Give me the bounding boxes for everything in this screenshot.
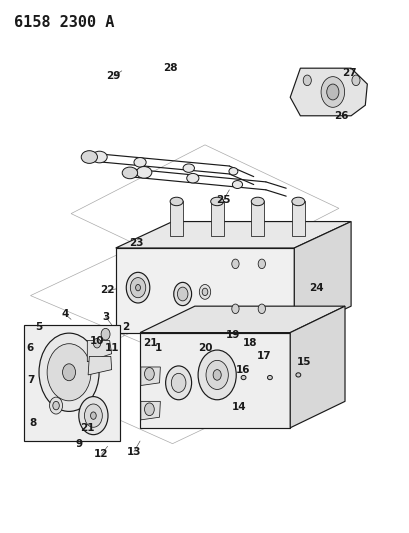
Ellipse shape: [130, 278, 145, 298]
Circle shape: [351, 75, 359, 86]
Text: 16: 16: [236, 365, 250, 375]
Text: 17: 17: [256, 351, 270, 361]
Circle shape: [303, 75, 310, 86]
Ellipse shape: [84, 404, 102, 427]
Polygon shape: [25, 325, 119, 441]
Ellipse shape: [205, 360, 228, 390]
Ellipse shape: [171, 373, 185, 392]
FancyBboxPatch shape: [291, 201, 304, 236]
Ellipse shape: [199, 285, 210, 300]
Text: 11: 11: [104, 343, 119, 353]
Polygon shape: [294, 222, 350, 333]
Text: 24: 24: [308, 282, 323, 293]
Ellipse shape: [92, 151, 107, 163]
Text: 20: 20: [197, 343, 212, 353]
Text: 2: 2: [122, 322, 129, 332]
Text: 6158 2300 A: 6158 2300 A: [14, 15, 115, 30]
Ellipse shape: [177, 287, 187, 301]
Ellipse shape: [228, 167, 237, 175]
Text: 3: 3: [102, 312, 109, 322]
Text: 22: 22: [100, 285, 115, 295]
Text: 5: 5: [35, 322, 42, 332]
Ellipse shape: [326, 84, 338, 100]
Text: 6: 6: [27, 343, 34, 353]
Text: 13: 13: [126, 447, 141, 457]
Ellipse shape: [53, 401, 59, 410]
Ellipse shape: [136, 166, 151, 178]
Text: 21: 21: [143, 338, 157, 348]
Circle shape: [231, 259, 238, 269]
Text: 18: 18: [242, 338, 256, 348]
Ellipse shape: [198, 350, 236, 400]
Text: 14: 14: [231, 402, 246, 411]
Text: 26: 26: [333, 111, 347, 121]
Ellipse shape: [295, 373, 300, 377]
Ellipse shape: [202, 288, 207, 296]
Ellipse shape: [291, 197, 304, 206]
Text: 15: 15: [297, 357, 311, 367]
Polygon shape: [115, 248, 294, 333]
Ellipse shape: [165, 366, 191, 400]
Ellipse shape: [63, 364, 75, 381]
Circle shape: [144, 403, 154, 416]
Ellipse shape: [173, 282, 191, 305]
Ellipse shape: [240, 375, 245, 379]
Polygon shape: [140, 306, 344, 333]
Ellipse shape: [186, 173, 198, 183]
FancyBboxPatch shape: [210, 201, 223, 236]
Ellipse shape: [126, 272, 149, 303]
Ellipse shape: [47, 344, 91, 401]
Polygon shape: [290, 306, 344, 428]
FancyBboxPatch shape: [170, 201, 183, 236]
Polygon shape: [115, 222, 350, 248]
Ellipse shape: [135, 285, 140, 291]
Text: 27: 27: [341, 68, 355, 78]
Circle shape: [144, 368, 154, 380]
Circle shape: [93, 338, 101, 348]
Text: 28: 28: [163, 63, 178, 73]
Polygon shape: [290, 68, 366, 116]
Text: 8: 8: [29, 417, 36, 427]
Polygon shape: [141, 401, 160, 420]
Ellipse shape: [267, 375, 272, 379]
Ellipse shape: [122, 167, 137, 179]
Text: 9: 9: [75, 439, 83, 449]
Text: 23: 23: [128, 238, 143, 248]
Ellipse shape: [39, 333, 99, 411]
Text: 12: 12: [94, 449, 108, 459]
Ellipse shape: [90, 412, 96, 419]
Text: 4: 4: [61, 309, 68, 319]
Ellipse shape: [213, 369, 221, 380]
Ellipse shape: [81, 151, 97, 164]
Text: 29: 29: [106, 71, 121, 81]
Text: 25: 25: [216, 196, 230, 205]
Circle shape: [101, 328, 110, 340]
Ellipse shape: [232, 181, 242, 189]
Text: 1: 1: [154, 343, 162, 353]
Ellipse shape: [134, 158, 146, 167]
Text: 10: 10: [90, 336, 104, 345]
Ellipse shape: [320, 77, 344, 107]
Ellipse shape: [210, 197, 223, 206]
Ellipse shape: [170, 197, 183, 206]
Circle shape: [231, 304, 238, 313]
Text: 7: 7: [27, 375, 34, 385]
Ellipse shape: [79, 397, 108, 435]
Circle shape: [258, 259, 265, 269]
Polygon shape: [88, 357, 111, 375]
Ellipse shape: [183, 164, 194, 172]
Text: 19: 19: [226, 330, 240, 340]
Polygon shape: [87, 341, 111, 362]
Ellipse shape: [49, 397, 63, 414]
Circle shape: [258, 304, 265, 313]
FancyBboxPatch shape: [251, 201, 264, 236]
Text: 21: 21: [80, 423, 94, 433]
Ellipse shape: [251, 197, 264, 206]
Polygon shape: [140, 333, 290, 428]
Polygon shape: [141, 367, 160, 385]
